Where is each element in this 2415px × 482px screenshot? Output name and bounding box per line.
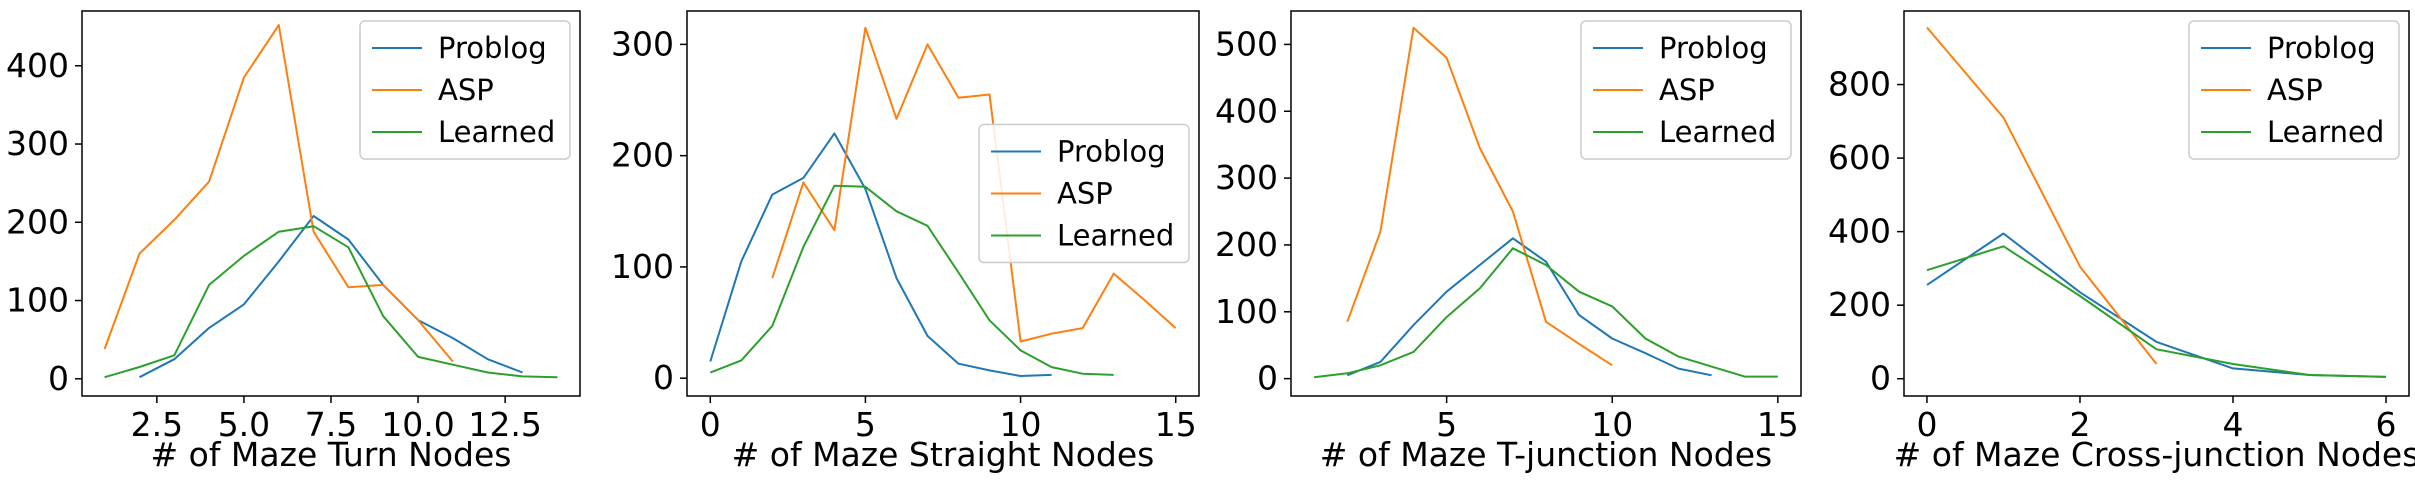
legend-label-learned: Learned [1057, 219, 1174, 253]
y-tick-label: 800 [1828, 65, 1891, 104]
series-line-asp [1346, 26, 1613, 367]
x-tick-label: 2 [2069, 405, 2090, 444]
y-tick-label: 200 [1828, 285, 1891, 324]
legend-label-problog: Problog [1057, 135, 1166, 169]
y-tick-label: 200 [611, 136, 674, 175]
chart-panel-1: 2.5 5.0 7.5 10.0 12.5 0 100 200 300 400 # of Maze … [6, 10, 581, 474]
plot-frame [1903, 10, 2410, 397]
x-tick-label: 10.0 [381, 405, 454, 444]
y-tick-label: 0 [48, 359, 69, 398]
x-axis-label: # of Maze Cross-junction Nodes [1894, 435, 2415, 474]
x-tick-label: 0 [700, 405, 721, 444]
x-tick-label: 12.5 [468, 405, 541, 444]
x-tick-label: 10 [1591, 405, 1633, 444]
x-tick-label: 2.5 [131, 405, 183, 444]
y-tick-label: 300 [6, 124, 69, 163]
y-tick-label: 300 [1215, 158, 1278, 197]
x-axis-label: # of Maze Straight Nodes [732, 435, 1155, 474]
x-tick-label: 15 [1757, 405, 1799, 444]
legend-label-problog: Problog [2267, 31, 2376, 65]
legend-label-asp: ASP [1659, 73, 1715, 107]
series-line-learned [1314, 247, 1778, 379]
series-line-asp [1926, 26, 2158, 365]
x-tick-label: 0 [1916, 405, 1937, 444]
y-tick-label: 0 [1870, 359, 1891, 398]
y-tick-label: 300 [611, 24, 674, 63]
y-tick-label: 600 [1828, 138, 1891, 177]
y-tick-label: 100 [611, 247, 674, 286]
legend-box [359, 20, 571, 160]
plot-frame [686, 10, 1200, 397]
chart-panel-4: 0 2 4 6 0 200 400 600 800 # of Maze Cross-junctio… [1828, 10, 2415, 474]
legend-label-asp: ASP [1057, 177, 1113, 211]
x-tick-label: 4 [2223, 405, 2244, 444]
series-line-learned [1926, 245, 2387, 378]
series-line-problog [1926, 232, 2387, 378]
legend: Problog ASP Learned [359, 20, 571, 160]
legend-label-problog: Problog [1659, 31, 1768, 65]
y-tick-label: 100 [6, 281, 69, 320]
y-tick-label: 400 [1215, 91, 1278, 130]
x-tick-label: 5 [855, 405, 876, 444]
y-tick-label: 0 [653, 358, 674, 397]
legend-label-learned: Learned [1659, 115, 1776, 149]
legend-label-asp: ASP [2267, 73, 2323, 107]
series-line-asp [103, 24, 454, 363]
legend-label-asp: ASP [438, 73, 494, 107]
x-tick-label: 15 [1155, 405, 1197, 444]
x-axis-label: # of Maze T-junction Nodes [1320, 435, 1772, 474]
y-tick-label: 200 [6, 202, 69, 241]
legend-label-learned: Learned [438, 115, 555, 149]
y-tick-label: 400 [6, 46, 69, 85]
x-tick-label: 5.0 [218, 405, 270, 444]
chart-panel-3: 5 10 15 0 100 200 300 400 500 # of Maze T-junctio… [1215, 10, 1802, 474]
y-tick-label: 200 [1215, 225, 1278, 264]
legend-box [1580, 20, 1792, 160]
y-tick-label: 500 [1215, 24, 1278, 63]
legend-label-learned: Learned [2267, 115, 2384, 149]
series-line-problog [139, 215, 523, 379]
chart-panel-2: 0 5 10 15 0 100 200 300 # of Maze Straight Nodes… [611, 10, 1200, 474]
x-tick-label: 10 [1000, 405, 1042, 444]
series-line-problog [709, 132, 1052, 377]
series-line-problog [1346, 237, 1712, 377]
y-tick-label: 100 [1215, 292, 1278, 331]
series-line-asp [771, 26, 1177, 343]
legend: Problog ASP Learned [1580, 20, 1792, 160]
x-axis-label: # of Maze Turn Nodes [150, 435, 511, 474]
plot-frame [81, 10, 581, 397]
x-tick-label: 6 [2376, 405, 2397, 444]
legend: Problog ASP Learned [978, 123, 1190, 264]
y-tick-label: 0 [1257, 359, 1278, 398]
x-tick-label: 5 [1436, 405, 1457, 444]
x-tick-label: 7.5 [305, 405, 357, 444]
plot-frame [1290, 10, 1802, 397]
y-tick-label: 400 [1828, 212, 1891, 251]
series-line-learned [709, 184, 1114, 376]
legend-box [978, 123, 1190, 264]
legend: Problog ASP Learned [2188, 20, 2400, 160]
legend-label-problog: Problog [438, 31, 547, 65]
legend-box [2188, 20, 2400, 160]
series-line-learned [104, 225, 558, 379]
